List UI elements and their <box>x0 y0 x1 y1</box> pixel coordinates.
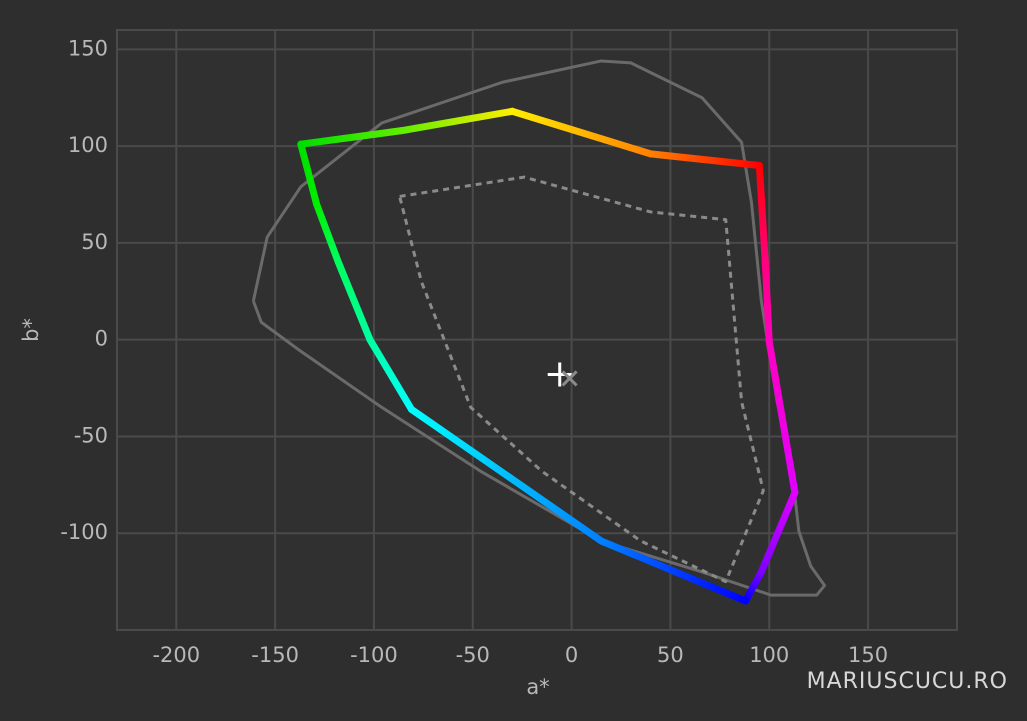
x-axis-label: a* <box>526 675 549 699</box>
plot-area <box>116 29 958 631</box>
gamut-segment <box>407 405 605 545</box>
gamut-segment <box>742 568 765 605</box>
gamut-segment <box>508 107 655 158</box>
white-point-marker <box>561 370 578 387</box>
x-tick-label: 100 <box>749 643 789 667</box>
gamut-segment <box>647 150 763 169</box>
gamut-segment <box>398 107 516 135</box>
gamut-segment <box>765 338 799 497</box>
gamut-segment <box>297 127 406 148</box>
gamut-segment <box>757 489 799 576</box>
y-tick-label: 150 <box>68 36 108 60</box>
y-tick-label: -50 <box>74 423 108 447</box>
y-tick-label: 0 <box>95 327 108 351</box>
x-tick-label: -200 <box>152 643 200 667</box>
x-tick-label: -100 <box>350 643 398 667</box>
gamut-segment <box>597 537 750 605</box>
x-tick-label: 150 <box>848 643 888 667</box>
y-tick-label: 100 <box>68 133 108 157</box>
gamut-segment <box>313 200 342 266</box>
watermark: MARIUSCUCU.RO <box>807 669 1008 694</box>
y-tick-label: -100 <box>60 520 108 544</box>
gamut-segment <box>334 258 374 344</box>
gamut-segment <box>366 336 415 413</box>
x-tick-label: 50 <box>657 643 684 667</box>
y-tick-label: 50 <box>81 230 108 254</box>
gamut-segment <box>755 161 769 266</box>
gamut-outline <box>398 175 765 584</box>
x-tick-label: -50 <box>456 643 490 667</box>
gamut-segment <box>761 258 773 346</box>
gamut-segment <box>297 140 321 208</box>
x-tick-label: 0 <box>565 643 578 667</box>
y-axis-label: b* <box>19 318 43 342</box>
x-tick-label: -150 <box>251 643 299 667</box>
